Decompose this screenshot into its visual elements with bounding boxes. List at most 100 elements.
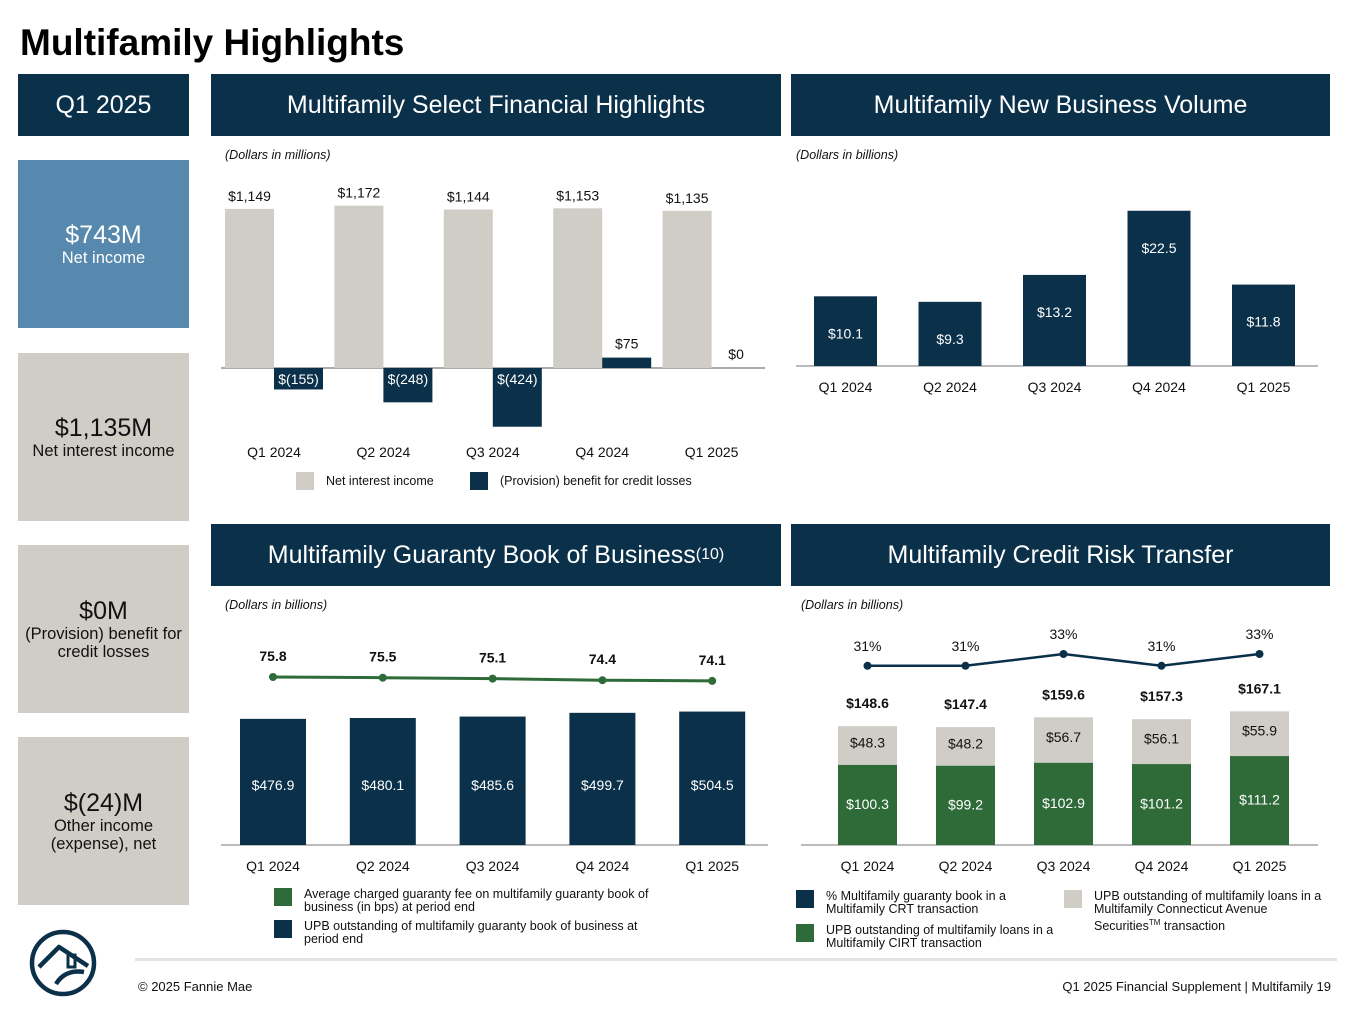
bar-provision <box>492 368 542 427</box>
data-label: $(155) <box>278 371 318 387</box>
kpi-value: $1,135M <box>54 414 153 442</box>
x-tick-label: Q1 2024 <box>841 858 895 874</box>
kpi-label: (Provision) benefit for credit losses <box>25 625 182 661</box>
legend-swatch <box>296 472 314 490</box>
footer-page-info: Q1 2025 Financial Supplement | Multifami… <box>1062 979 1331 994</box>
x-tick-label: Q2 2024 <box>923 379 977 395</box>
data-label: 75.5 <box>369 649 396 665</box>
bar-cas <box>1230 711 1289 757</box>
kpi-value: $743M <box>65 221 142 249</box>
legend-swatch <box>796 924 814 942</box>
bar-net-interest-income <box>553 208 603 368</box>
legend-swatch <box>796 890 814 908</box>
total-label: $167.1 <box>1238 680 1281 696</box>
kpi-header: Q1 2025 <box>18 74 189 136</box>
data-label: $1,144 <box>447 189 490 205</box>
fannie-mae-logo <box>29 929 97 997</box>
bar-net-interest-income <box>443 209 493 368</box>
legend-provision: (Provision) benefit for credit losses <box>470 472 692 490</box>
data-label: $48.2 <box>948 735 983 751</box>
x-tick-label: Q1 2024 <box>819 379 873 395</box>
legend-label: UPB outstanding of multifamily loans in … <box>826 923 1054 950</box>
volume-unit-note: (Dollars in billions) <box>796 148 899 162</box>
financial-chart: $1,149 $(155) Q1 2024 $1,172 $(248) Q2 2024 $1… <box>221 185 765 460</box>
legend-label: Average charged guaranty fee on multifam… <box>304 887 649 914</box>
legend-cas-tm: TM <box>1148 918 1161 927</box>
data-label: $101.2 <box>1140 796 1183 812</box>
volume-chart: $10.1 Q1 2024 $9.3 Q2 2024 $13.2 Q3 2024 $22.5… <box>796 210 1318 395</box>
legend-swatch <box>1064 890 1082 908</box>
data-label: $1,172 <box>337 185 380 201</box>
guaranty-panel-header: Multifamily Guaranty Book of Business (10… <box>211 524 781 586</box>
x-tick-label: Q3 2024 <box>1028 379 1082 395</box>
x-tick-label: Q3 2024 <box>1037 858 1091 874</box>
legend-label: (Provision) benefit for credit losses <box>500 473 692 488</box>
data-label: $485.6 <box>471 777 514 793</box>
data-label: $1,149 <box>228 188 271 204</box>
data-label: $476.9 <box>252 777 295 793</box>
point-crt-pct <box>863 661 872 670</box>
point-crt-pct <box>1059 650 1068 658</box>
total-label: $159.6 <box>1042 686 1085 702</box>
bar-provision <box>274 368 323 390</box>
bar-provision <box>602 357 652 368</box>
data-label: $111.2 <box>1239 792 1280 808</box>
bar-cirt <box>1132 764 1191 845</box>
point-guaranty-fee <box>488 674 497 683</box>
bar-volume <box>814 296 877 366</box>
legend-cas-suffix: transaction <box>1160 919 1226 934</box>
bar-cas <box>1034 717 1093 763</box>
data-label: $1,153 <box>556 187 599 203</box>
x-tick-label: Q3 2024 <box>466 858 520 874</box>
data-label: $504.5 <box>691 777 734 793</box>
data-label: $99.2 <box>948 796 983 812</box>
financial-unit-note: (Dollars in millions) <box>225 148 331 162</box>
data-label: 33% <box>1049 626 1077 642</box>
x-tick-label: Q4 2024 <box>576 858 630 874</box>
bar-volume <box>1232 284 1295 366</box>
data-label: $100.3 <box>846 796 889 812</box>
data-label: $9.3 <box>936 331 963 347</box>
data-label: $22.5 <box>1141 240 1176 256</box>
x-tick-label: Q1 2025 <box>1237 379 1291 395</box>
x-tick-label: Q2 2024 <box>357 444 411 460</box>
kpi-other-income: $(24)M Other income (expense), net <box>18 737 189 905</box>
x-tick-label: Q1 2024 <box>247 444 301 460</box>
bar-cirt <box>936 765 995 845</box>
bar-cirt <box>1230 756 1289 845</box>
point-guaranty-fee <box>378 673 387 682</box>
bar-volume <box>918 301 982 366</box>
data-label: $11.8 <box>1247 314 1281 330</box>
x-tick-label: Q1 2024 <box>246 858 300 874</box>
guaranty-panel-title: Multifamily Guaranty Book of Business <box>267 540 696 569</box>
legend-crt-pct: % Multifamily guaranty book in a Multifa… <box>796 890 1058 916</box>
data-label: $55.9 <box>1242 723 1277 739</box>
legend-guaranty-upb: UPB outstanding of multifamily guaranty … <box>274 920 674 946</box>
data-label: $75 <box>615 336 639 352</box>
footer-copyright: © 2025 Fannie Mae <box>138 979 253 994</box>
legend-net-interest-income: Net interest income <box>296 472 434 490</box>
total-label: $147.4 <box>944 696 987 712</box>
x-tick-label: Q1 2025 <box>1233 858 1287 874</box>
point-guaranty-fee <box>708 676 717 685</box>
point-crt-pct <box>1255 650 1264 658</box>
x-tick-label: Q3 2024 <box>466 444 520 460</box>
legend-swatch <box>274 888 292 906</box>
kpi-value: $0M <box>79 597 128 625</box>
data-label: $0 <box>728 346 744 362</box>
bar-net-interest-income <box>225 208 274 368</box>
x-tick-label: Q2 2024 <box>939 858 993 874</box>
x-tick-label: Q4 2024 <box>1132 379 1186 395</box>
bar-net-interest-income <box>334 205 384 368</box>
point-crt-pct <box>961 661 970 670</box>
kpi-label: Net interest income <box>32 442 175 460</box>
data-label: $10.1 <box>828 325 863 341</box>
crt-panel-header: Multifamily Credit Risk Transfer <box>791 524 1330 586</box>
legend-cas-text: UPB outstanding of multifamily loans in … <box>1094 889 1322 934</box>
kpi-label: Other income (expense), net <box>50 817 157 853</box>
data-label: 31% <box>951 638 979 654</box>
bar-cas <box>1132 719 1191 765</box>
legend-label: Net interest income <box>326 473 434 488</box>
bar-upb <box>459 716 526 845</box>
legend-label: % Multifamily guaranty book in a Multifa… <box>826 889 1006 916</box>
